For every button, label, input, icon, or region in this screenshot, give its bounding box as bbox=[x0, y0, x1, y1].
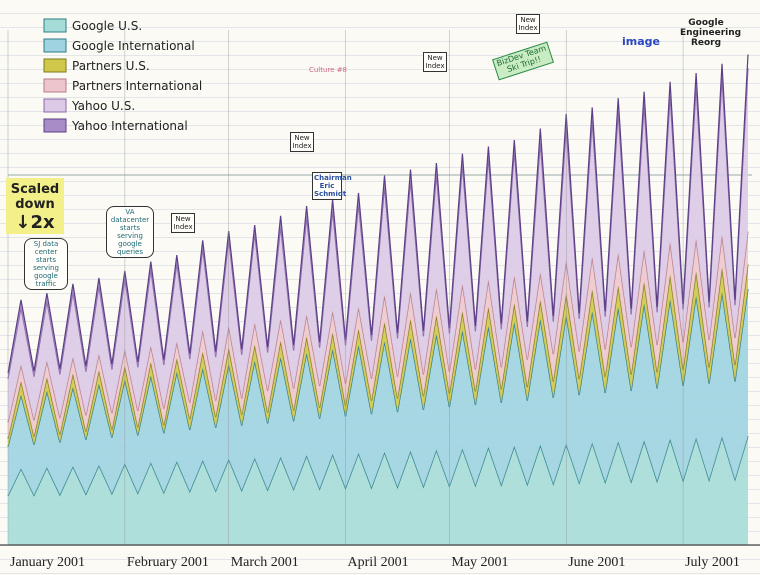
x-tick-label: March 2001 bbox=[231, 555, 299, 570]
annotation: New Index bbox=[516, 14, 540, 34]
legend-label: Yahoo U.S. bbox=[71, 99, 135, 113]
x-tick-label: April 2001 bbox=[348, 555, 409, 570]
scale-note: Scaled down ↓2x bbox=[6, 178, 64, 234]
legend: Google U.S. Google International Partners … bbox=[43, 18, 202, 133]
legend-label: Google U.S. bbox=[72, 19, 142, 33]
annotation: New Index bbox=[290, 132, 314, 152]
x-tick-label: January 2001 bbox=[10, 555, 85, 570]
annotation: image bbox=[622, 35, 660, 48]
x-tick-label: February 2001 bbox=[127, 555, 209, 570]
area bbox=[8, 288, 748, 496]
legend-label: Partners International bbox=[72, 79, 202, 93]
x-tick-label: May 2001 bbox=[451, 555, 508, 570]
annotation: VA datacenter starts serving google quer… bbox=[106, 206, 154, 258]
annotation: SJ data center starts serving google tra… bbox=[24, 238, 68, 290]
legend-swatch bbox=[43, 78, 67, 93]
annotation: New Index bbox=[171, 213, 195, 233]
annotation: Scaled down bbox=[10, 182, 60, 212]
legend-swatch bbox=[43, 38, 67, 53]
area bbox=[8, 54, 748, 379]
plot bbox=[7, 54, 749, 545]
legend-swatch bbox=[43, 98, 67, 113]
x-tick-label: July 2001 bbox=[685, 555, 740, 570]
legend-swatch bbox=[43, 118, 67, 133]
area-edge bbox=[7, 54, 749, 374]
annotation: Google Engineering Reorg bbox=[680, 18, 742, 48]
legend-label: Yahoo International bbox=[71, 119, 188, 133]
annotation: Chairman Eric Schmidt bbox=[312, 172, 352, 200]
area bbox=[8, 264, 748, 447]
legend-label: Google International bbox=[72, 39, 195, 53]
x-tick-label: June 2001 bbox=[568, 555, 625, 570]
annotation: New Index bbox=[423, 52, 447, 72]
area bbox=[8, 436, 748, 545]
legend-swatch bbox=[43, 18, 67, 33]
legend-swatch bbox=[43, 58, 67, 73]
annotation: 2x bbox=[30, 212, 55, 233]
legend-label: Partners U.S. bbox=[72, 59, 150, 73]
annotation: ↓2x bbox=[15, 212, 55, 233]
annotation: Culture #8 bbox=[308, 66, 348, 74]
